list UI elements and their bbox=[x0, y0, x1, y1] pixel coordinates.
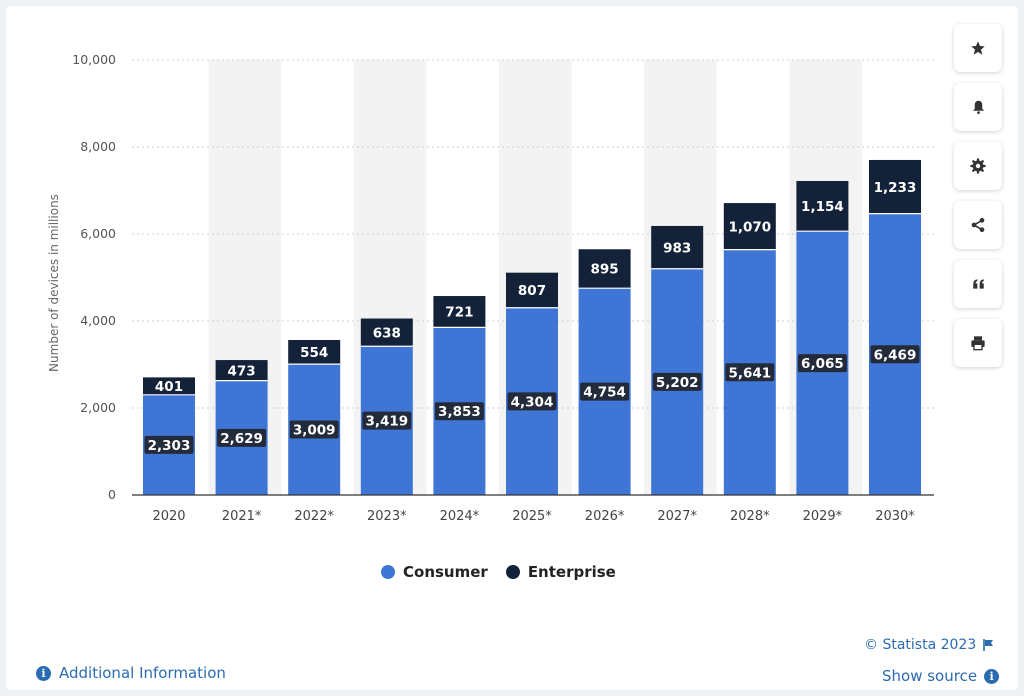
data-label-consumer: 3,009 bbox=[293, 423, 336, 439]
data-label-enterprise: 401 bbox=[155, 379, 183, 395]
data-label-consumer: 2,629 bbox=[220, 431, 263, 447]
data-label-enterprise: 473 bbox=[228, 363, 256, 379]
print-button[interactable] bbox=[954, 319, 1002, 367]
cite-button[interactable] bbox=[954, 260, 1002, 308]
legend-dot-enterprise bbox=[505, 565, 520, 579]
settings-button[interactable] bbox=[954, 142, 1002, 190]
x-tick-label: 2024* bbox=[440, 509, 480, 524]
gear-icon bbox=[970, 158, 986, 174]
bar-enterprise[interactable] bbox=[796, 180, 849, 232]
x-tick-label: 2022* bbox=[294, 509, 334, 524]
data-label-consumer: 5,641 bbox=[728, 365, 771, 381]
copyright-link[interactable]: © Statista 2023 bbox=[864, 637, 994, 653]
x-tick-label: 2028* bbox=[730, 509, 770, 524]
data-label-box bbox=[507, 392, 557, 411]
y-tick-label: 2,000 bbox=[80, 400, 116, 415]
data-label-enterprise: 1,070 bbox=[728, 219, 771, 235]
x-tick-label: 2026* bbox=[585, 509, 625, 524]
x-tick-label: 2027* bbox=[657, 509, 697, 524]
y-tick-label: 10,000 bbox=[72, 52, 116, 67]
data-label-box bbox=[217, 428, 267, 447]
data-label-box bbox=[725, 363, 775, 382]
bar-enterprise[interactable] bbox=[215, 360, 268, 381]
x-tick-label: 2021* bbox=[222, 509, 262, 524]
show-source-label: Show source bbox=[882, 667, 978, 685]
data-label-consumer: 4,304 bbox=[511, 394, 554, 410]
data-label-consumer: 4,754 bbox=[583, 385, 626, 401]
copyright-text: © Statista 2023 bbox=[864, 637, 977, 653]
y-axis: 0 2,000 4,000 6,000 8,000 10,000 bbox=[72, 52, 116, 502]
data-label-enterprise: 807 bbox=[518, 283, 546, 299]
bar-enterprise[interactable] bbox=[288, 340, 341, 365]
additional-information-label: Additional Information bbox=[59, 664, 226, 682]
y-axis-label: Number of devices in millions bbox=[47, 194, 61, 372]
share-button[interactable] bbox=[954, 201, 1002, 249]
data-label-enterprise: 895 bbox=[591, 262, 619, 278]
data-label-enterprise: 1,154 bbox=[801, 199, 844, 215]
legend-dot-consumer bbox=[381, 565, 395, 579]
data-label-box bbox=[652, 372, 702, 391]
info-icon: i bbox=[36, 665, 51, 681]
legend-label-consumer: Consumer bbox=[403, 563, 488, 581]
legend-item-enterprise[interactable]: Enterprise bbox=[505, 563, 616, 581]
y-tick-label: 4,000 bbox=[80, 313, 116, 328]
bar-enterprise[interactable] bbox=[869, 159, 921, 214]
data-label-consumer: 6,469 bbox=[874, 347, 917, 363]
notification-button[interactable] bbox=[954, 83, 1002, 131]
show-source-link[interactable]: Show source i bbox=[882, 667, 1000, 685]
bars: 2,303 401 2,629 473 3,009 554 3,419 638 3,853 721… bbox=[143, 159, 921, 496]
legend: Consumer Enterprise bbox=[381, 563, 616, 581]
info-icon: i bbox=[984, 668, 1000, 684]
x-tick-label: 2029* bbox=[803, 509, 843, 524]
quote-icon bbox=[972, 279, 984, 289]
bar-enterprise[interactable] bbox=[506, 272, 558, 308]
bar-enterprise[interactable] bbox=[143, 377, 195, 395]
data-label-consumer: 5,202 bbox=[656, 375, 699, 391]
data-label-enterprise: 983 bbox=[663, 240, 691, 256]
bar-enterprise[interactable] bbox=[360, 318, 413, 347]
flag-icon bbox=[983, 639, 994, 651]
legend-item-consumer[interactable]: Consumer bbox=[381, 563, 488, 581]
data-label-enterprise: 554 bbox=[300, 345, 328, 361]
favorite-button[interactable] bbox=[954, 24, 1002, 72]
share-icon bbox=[971, 218, 985, 232]
bar-enterprise[interactable] bbox=[578, 249, 631, 289]
data-label-enterprise: 721 bbox=[445, 305, 473, 321]
data-label-box bbox=[144, 435, 194, 454]
x-tick-label: 2020 bbox=[152, 509, 185, 524]
data-label-box bbox=[580, 382, 630, 401]
x-tick-label: 2030* bbox=[875, 509, 915, 524]
data-label-box bbox=[434, 402, 484, 421]
data-label-box bbox=[289, 420, 339, 439]
legend-label-enterprise: Enterprise bbox=[527, 563, 616, 581]
data-label-box bbox=[870, 345, 920, 364]
additional-information-link[interactable]: i Additional Information bbox=[36, 664, 226, 682]
x-tick-label: 2025* bbox=[512, 509, 552, 524]
x-axis: 2020 2021* 2022* 2023* 2024* 2025* 2026* 2027* 2… bbox=[132, 494, 934, 524]
data-label-consumer: 3,853 bbox=[438, 404, 481, 420]
data-label-consumer: 3,419 bbox=[365, 414, 408, 430]
data-label-enterprise: 638 bbox=[373, 325, 401, 341]
chart: 0 2,000 4,000 6,000 8,000 10,000 Number of de… bbox=[47, 52, 934, 524]
data-label-consumer: 2,303 bbox=[148, 438, 191, 454]
data-label-enterprise: 1,233 bbox=[874, 180, 917, 196]
data-label-box bbox=[797, 354, 847, 373]
bar-enterprise[interactable] bbox=[723, 203, 776, 250]
bar-enterprise[interactable] bbox=[651, 225, 704, 269]
y-tick-label: 8,000 bbox=[80, 139, 116, 154]
data-label-consumer: 6,065 bbox=[801, 356, 844, 372]
x-tick-label: 2023* bbox=[367, 509, 407, 524]
bell-icon bbox=[972, 100, 984, 114]
y-tick-label: 0 bbox=[108, 487, 116, 502]
chart-card: 0 2,000 4,000 6,000 8,000 10,000 Number of de… bbox=[6, 6, 1018, 690]
sidebar bbox=[954, 24, 1004, 378]
data-label-box bbox=[362, 411, 412, 430]
star-icon bbox=[971, 41, 985, 55]
y-tick-label: 6,000 bbox=[80, 226, 116, 241]
bar-enterprise[interactable] bbox=[433, 296, 486, 328]
print-icon bbox=[971, 336, 985, 351]
